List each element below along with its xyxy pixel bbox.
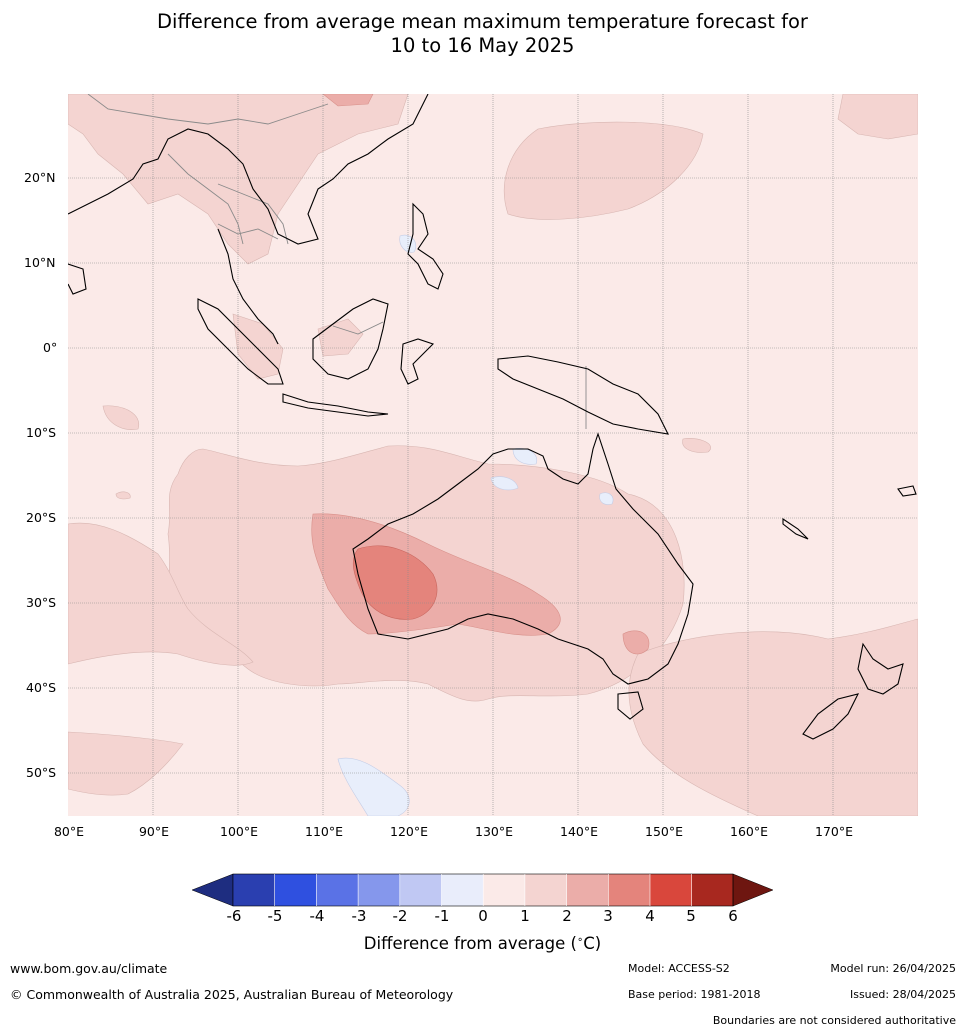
- coast-sumatra: [197, 298, 284, 385]
- lat-label-30s: 30°S: [26, 595, 57, 610]
- colorbar-tick: -1: [434, 907, 450, 925]
- title-line-1: Difference from average mean maximum tem…: [157, 10, 808, 33]
- lat-label-20s: 20°S: [26, 510, 57, 525]
- colorbar-cell: [732, 873, 774, 907]
- coast-asia: [68, 94, 429, 245]
- coastlines: [68, 94, 917, 740]
- colorbar-cell: [233, 874, 275, 906]
- map-title: Difference from average mean maximum tem…: [0, 10, 965, 58]
- colorbar-tick: 1: [520, 907, 530, 925]
- colorbar-cell: [274, 874, 317, 906]
- lon-label-140e: 140°E: [559, 824, 599, 839]
- copyright-text: © Commonwealth of Australia 2025, Austra…: [10, 987, 454, 1002]
- coast-tasmania: [617, 691, 644, 720]
- colorbar-tick: 4: [645, 907, 655, 925]
- coast-borneo: [312, 298, 389, 380]
- anomaly-arafura: [490, 476, 519, 491]
- colorbar-cell: [191, 873, 234, 907]
- colorbar-tick: 3: [603, 907, 613, 925]
- colorbar-cell: [441, 874, 484, 906]
- colorbar-tick: -6: [226, 907, 242, 925]
- coast-java: [282, 393, 389, 417]
- coast-nz-north: [857, 642, 904, 695]
- colorbar-tick: 2: [562, 907, 572, 925]
- colorbar-tick: 6: [728, 907, 738, 925]
- anomaly-tasman: [628, 618, 918, 816]
- lat-label-10s: 10°S: [26, 425, 57, 440]
- anomaly-west-pacific-small: [682, 438, 711, 453]
- lon-label-80e: 80°E: [53, 824, 85, 839]
- country-borders: [87, 94, 587, 429]
- lat-label-0: 0°: [43, 340, 58, 355]
- colorbar-cell: [483, 874, 525, 906]
- colorbar-title: Difference from average (∘C): [363, 934, 602, 953]
- lat-label-10n: 10°N: [24, 255, 56, 270]
- colorbar-cell: [566, 874, 609, 906]
- colorbar-tick: -5: [267, 907, 283, 925]
- anomaly-ne-corner: [837, 94, 918, 140]
- coast-newguinea: [497, 355, 669, 435]
- lat-label-20n: 20°N: [24, 170, 56, 185]
- colorbar-tick: -2: [392, 907, 408, 925]
- map-svg: [68, 94, 918, 816]
- anomaly-southern-ocean: [337, 757, 410, 816]
- lon-label-120e: 120°E: [389, 824, 429, 839]
- anomaly-pacific-north: [503, 121, 704, 220]
- base-period-text: Base period: 1981-2018: [628, 988, 761, 1001]
- anomaly-indian-west: [68, 522, 254, 666]
- colorbar-cell: [399, 874, 442, 906]
- coast-fiji: [897, 485, 917, 497]
- forecast-map: [68, 94, 918, 816]
- lat-label-50s: 50°S: [26, 765, 57, 780]
- lon-label-110e: 110°E: [304, 824, 344, 839]
- colorbar-cell: [650, 874, 692, 906]
- colorbar-tick: 5: [686, 907, 696, 925]
- lon-label-160e: 160°E: [729, 824, 769, 839]
- colorbar-cell: [316, 874, 359, 906]
- graticule: [68, 94, 918, 816]
- anomaly-china-top: [322, 94, 374, 107]
- coast-newcaledonia: [782, 517, 809, 540]
- anomaly-indian-dot: [115, 491, 131, 500]
- model-text: Model: ACCESS-S2: [628, 962, 730, 975]
- colorbar-cell: [358, 874, 400, 906]
- colorbar-tick: 0: [478, 907, 488, 925]
- coast-indochina: [217, 228, 279, 345]
- model-run-text: Model run: 26/04/2025: [830, 962, 956, 975]
- anomaly-coral: [599, 492, 614, 505]
- lon-label-130e: 130°E: [474, 824, 514, 839]
- anomaly-3-4-regions: [352, 545, 438, 620]
- lon-label-170e: 170°E: [814, 824, 854, 839]
- coast-nz-south: [802, 693, 860, 740]
- coast-srilanka: [68, 263, 87, 295]
- coast-australia: [352, 432, 694, 685]
- anomaly-indian-small: [102, 405, 140, 430]
- colorbar-cell: [691, 874, 733, 906]
- coast-sulawesi: [400, 338, 435, 385]
- lon-label-90e: 90°E: [138, 824, 170, 839]
- anomaly-neg-regions: [337, 234, 614, 816]
- issued-text: Issued: 28/04/2025: [849, 988, 956, 1001]
- anomaly-borneo: [317, 318, 364, 357]
- lon-label-150e: 150°E: [644, 824, 684, 839]
- colorbar-tick: -3: [351, 907, 367, 925]
- colorbar-cell: [608, 874, 650, 906]
- lon-label-100e: 100°E: [219, 824, 259, 839]
- coast-philippines: [407, 202, 444, 290]
- website-link[interactable]: www.bom.gov.au/climate: [10, 961, 168, 976]
- anomaly-victoria: [622, 630, 650, 655]
- colorbar-cell: [524, 874, 567, 906]
- lat-label-40s: 40°S: [26, 680, 57, 695]
- disclaimer-text: Boundaries are not considered authoritat…: [712, 1014, 956, 1027]
- colorbar: [191, 873, 774, 907]
- colorbar-tick: -4: [309, 907, 325, 925]
- anomaly-sw-corner: [68, 731, 184, 796]
- title-line-2: 10 to 16 May 2025: [390, 34, 575, 57]
- anomaly-western-australia: [352, 545, 438, 620]
